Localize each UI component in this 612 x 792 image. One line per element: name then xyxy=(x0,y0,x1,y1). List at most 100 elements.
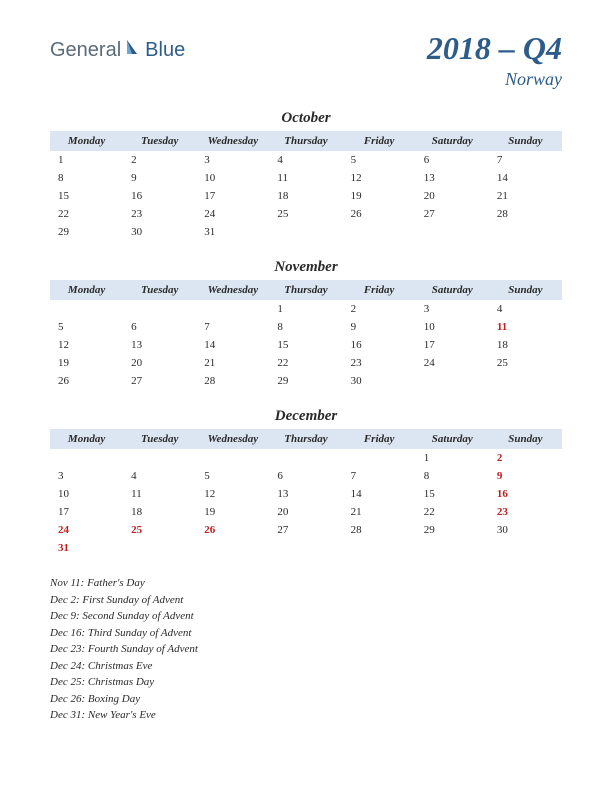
calendar-day: 26 xyxy=(343,205,416,223)
day-header: Friday xyxy=(343,429,416,449)
calendar-day: 25 xyxy=(269,205,342,223)
calendar-day: 24 xyxy=(196,205,269,223)
calendar-table: MondayTuesdayWednesdayThursdayFridaySatu… xyxy=(50,131,562,241)
calendar-day: 30 xyxy=(489,521,562,539)
calendar-day: 14 xyxy=(196,336,269,354)
calendar-row: 31 xyxy=(50,539,562,557)
calendar-day xyxy=(416,223,489,241)
calendar-day: 31 xyxy=(196,223,269,241)
logo-text-blue: Blue xyxy=(145,39,185,62)
calendar-day xyxy=(416,539,489,557)
calendar-day: 27 xyxy=(123,372,196,390)
calendar-row: 1234 xyxy=(50,300,562,318)
calendar-day: 13 xyxy=(416,169,489,187)
calendar-row: 567891011 xyxy=(50,318,562,336)
day-header: Thursday xyxy=(269,429,342,449)
day-header: Tuesday xyxy=(123,280,196,300)
day-header: Tuesday xyxy=(123,429,196,449)
holiday-entry: Dec 16: Third Sunday of Advent xyxy=(50,625,562,642)
month-block: DecemberMondayTuesdayWednesdayThursdayFr… xyxy=(50,408,562,557)
day-header: Saturday xyxy=(416,280,489,300)
calendar-day xyxy=(123,539,196,557)
calendar-day: 1 xyxy=(269,300,342,318)
day-header: Sunday xyxy=(489,131,562,151)
months-container: OctoberMondayTuesdayWednesdayThursdayFri… xyxy=(50,110,562,557)
calendar-day: 10 xyxy=(416,318,489,336)
calendar-day: 21 xyxy=(489,187,562,205)
calendar-row: 24252627282930 xyxy=(50,521,562,539)
month-name: November xyxy=(50,259,562,276)
calendar-day: 28 xyxy=(489,205,562,223)
calendar-day: 3 xyxy=(416,300,489,318)
calendar-day: 9 xyxy=(123,169,196,187)
calendar-day: 2 xyxy=(123,151,196,169)
calendar-day: 6 xyxy=(123,318,196,336)
calendar-day xyxy=(269,539,342,557)
calendar-day: 7 xyxy=(343,467,416,485)
calendar-row: 2627282930 xyxy=(50,372,562,390)
day-header: Wednesday xyxy=(196,280,269,300)
calendar-day: 25 xyxy=(123,521,196,539)
calendar-day: 16 xyxy=(489,485,562,503)
calendar-day xyxy=(343,449,416,467)
calendar-day: 8 xyxy=(50,169,123,187)
calendar-day: 26 xyxy=(196,521,269,539)
day-header: Sunday xyxy=(489,429,562,449)
day-header: Thursday xyxy=(269,280,342,300)
calendar-day: 23 xyxy=(343,354,416,372)
calendar-day: 23 xyxy=(489,503,562,521)
holiday-entry: Nov 11: Father's Day xyxy=(50,575,562,592)
calendar-day: 4 xyxy=(489,300,562,318)
calendar-day: 21 xyxy=(196,354,269,372)
calendar-day: 3 xyxy=(196,151,269,169)
calendar-day: 19 xyxy=(343,187,416,205)
calendar-day: 29 xyxy=(50,223,123,241)
calendar-day: 21 xyxy=(343,503,416,521)
calendar-day: 24 xyxy=(416,354,489,372)
calendar-day: 29 xyxy=(269,372,342,390)
calendar-day xyxy=(343,223,416,241)
calendar-day: 18 xyxy=(269,187,342,205)
calendar-day: 13 xyxy=(269,485,342,503)
day-header: Saturday xyxy=(416,429,489,449)
calendar-row: 17181920212223 xyxy=(50,503,562,521)
calendar-day: 14 xyxy=(489,169,562,187)
day-header: Monday xyxy=(50,131,123,151)
month-block: OctoberMondayTuesdayWednesdayThursdayFri… xyxy=(50,110,562,241)
calendar-day: 12 xyxy=(196,485,269,503)
calendar-day: 10 xyxy=(50,485,123,503)
month-name: December xyxy=(50,408,562,425)
calendar-day xyxy=(489,223,562,241)
calendar-day: 29 xyxy=(416,521,489,539)
holiday-entry: Dec 25: Christmas Day xyxy=(50,674,562,691)
calendar-day: 23 xyxy=(123,205,196,223)
calendar-day: 28 xyxy=(343,521,416,539)
calendar-day: 22 xyxy=(269,354,342,372)
calendar-day: 28 xyxy=(196,372,269,390)
calendar-day xyxy=(416,372,489,390)
logo: General Blue xyxy=(50,30,185,62)
holiday-entry: Dec 24: Christmas Eve xyxy=(50,658,562,675)
header: General Blue 2018 – Q4 Norway xyxy=(50,30,562,90)
day-header: Friday xyxy=(343,131,416,151)
calendar-day: 16 xyxy=(123,187,196,205)
calendar-day: 2 xyxy=(489,449,562,467)
calendar-day: 16 xyxy=(343,336,416,354)
calendar-day: 27 xyxy=(269,521,342,539)
calendar-day: 25 xyxy=(489,354,562,372)
calendar-row: 19202122232425 xyxy=(50,354,562,372)
calendar-day: 14 xyxy=(343,485,416,503)
calendar-day: 31 xyxy=(50,539,123,557)
calendar-day: 15 xyxy=(416,485,489,503)
day-header: Tuesday xyxy=(123,131,196,151)
holiday-entry: Dec 31: New Year's Eve xyxy=(50,707,562,724)
calendar-day: 19 xyxy=(196,503,269,521)
calendar-day: 26 xyxy=(50,372,123,390)
day-header: Monday xyxy=(50,429,123,449)
calendar-day: 17 xyxy=(50,503,123,521)
day-header: Wednesday xyxy=(196,131,269,151)
calendar-day: 17 xyxy=(196,187,269,205)
calendar-day: 30 xyxy=(123,223,196,241)
day-header: Friday xyxy=(343,280,416,300)
calendar-day: 22 xyxy=(416,503,489,521)
